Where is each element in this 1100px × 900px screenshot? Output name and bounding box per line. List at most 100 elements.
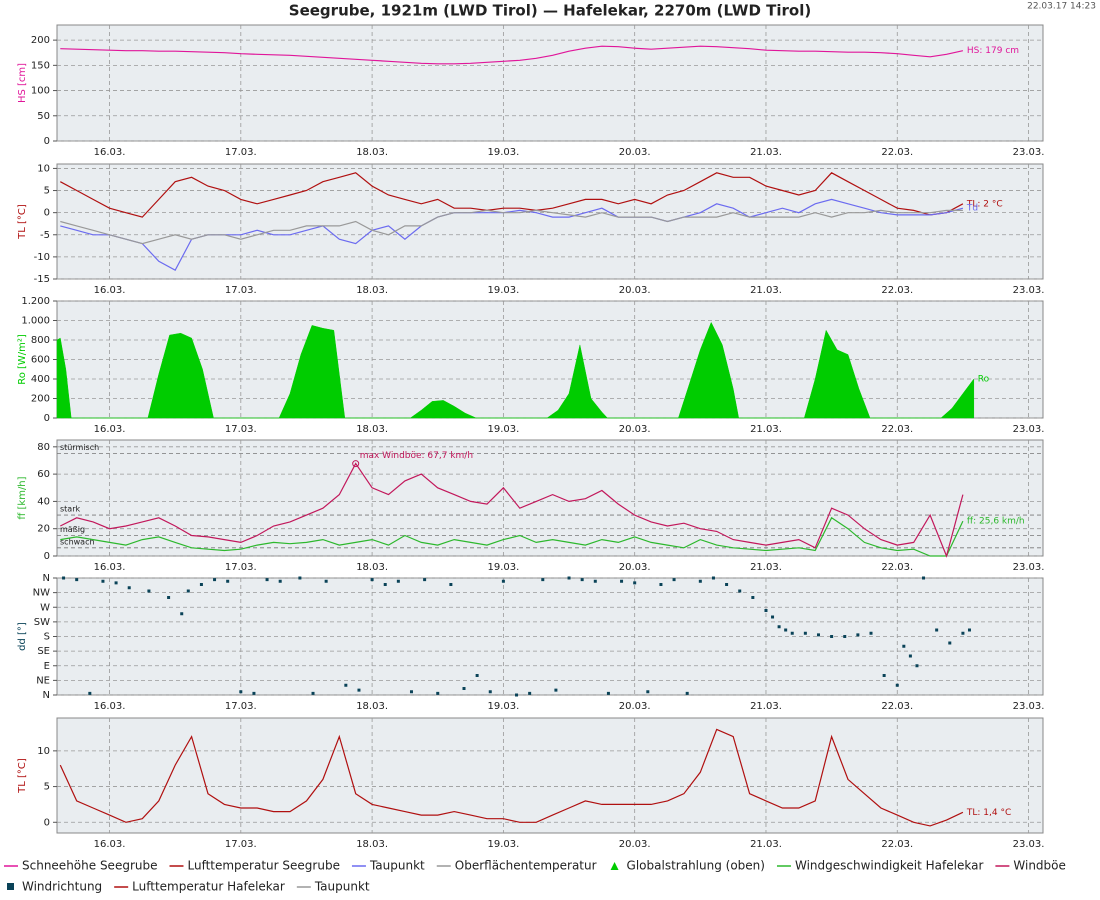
x-tick-label: 19.03. bbox=[487, 285, 519, 296]
y-tick-label: -10 bbox=[34, 252, 50, 263]
y-tick-label: W bbox=[40, 602, 50, 613]
direction-point bbox=[895, 683, 899, 687]
x-tick-label: 18.03. bbox=[356, 424, 388, 435]
x-tick-label: 18.03. bbox=[356, 839, 388, 850]
direction-point bbox=[948, 641, 952, 645]
direction-point bbox=[488, 690, 492, 694]
direction-point bbox=[423, 578, 427, 582]
x-tick-label: 23.03. bbox=[1013, 147, 1045, 158]
plot-background bbox=[56, 163, 1044, 280]
y-tick-label: SE bbox=[37, 646, 50, 657]
direction-point bbox=[659, 583, 663, 586]
y-tick-label: 50 bbox=[37, 111, 50, 122]
direction-point bbox=[147, 589, 151, 593]
direction-point bbox=[843, 635, 847, 638]
line bbox=[60, 45, 964, 65]
legend-label: Taupunkt bbox=[314, 880, 370, 894]
legend-item: Windgeschwindigkeit Hafelekar bbox=[776, 859, 983, 873]
y-tick-label: 40 bbox=[37, 496, 50, 507]
legend-label: Lufttemperatur Hafelekar bbox=[132, 880, 285, 894]
plot-background bbox=[56, 439, 1044, 557]
direction-point bbox=[915, 664, 919, 668]
plot-background bbox=[56, 24, 1044, 142]
end-label: ff: 25,6 km/h bbox=[967, 517, 1025, 527]
y-tick-label: 10 bbox=[37, 746, 50, 757]
direction-point bbox=[830, 635, 834, 638]
y-tick-label: E bbox=[44, 661, 50, 672]
direction-point bbox=[449, 583, 453, 586]
direction-point bbox=[409, 690, 413, 694]
y-tick-label: 0 bbox=[44, 136, 50, 147]
area bbox=[56, 321, 975, 419]
y-tick-label: 800 bbox=[31, 335, 50, 346]
legend-item: Windböe bbox=[995, 859, 1066, 873]
y-tick-label: SW bbox=[34, 617, 50, 628]
x-tick-label: 18.03. bbox=[356, 562, 388, 573]
y-tick-label: 80 bbox=[37, 442, 50, 453]
x-tick-label: 19.03. bbox=[487, 147, 519, 158]
x-tick-label: 22.03. bbox=[881, 562, 913, 573]
y-tick-label: 1.200 bbox=[21, 296, 50, 307]
end-label: TL: 2 °C bbox=[966, 199, 1003, 209]
direction-point bbox=[396, 579, 400, 583]
direction-point bbox=[528, 691, 532, 695]
direction-point bbox=[567, 576, 571, 580]
legend-label: Windgeschwindigkeit Hafelekar bbox=[795, 859, 983, 873]
y-tick-label: 10 bbox=[37, 163, 50, 174]
direction-point bbox=[882, 674, 886, 677]
y-tick-label: 0 bbox=[44, 208, 50, 219]
legend-marker bbox=[610, 862, 619, 870]
direction-point bbox=[771, 615, 775, 619]
legend-item: Taupunkt bbox=[351, 859, 425, 873]
direction-point bbox=[777, 625, 781, 629]
y-axis-label: TL [°C] bbox=[17, 204, 28, 240]
y-tick-label: N bbox=[43, 573, 50, 584]
direction-point bbox=[101, 579, 105, 583]
y-axis-label: TL [°C] bbox=[17, 758, 28, 794]
y-axis-label: ff [km/h] bbox=[17, 476, 28, 519]
legend-label: Globalstrahlung (oben) bbox=[627, 859, 765, 873]
x-tick-label: 18.03. bbox=[356, 701, 388, 712]
direction-point bbox=[633, 581, 637, 585]
max-marker bbox=[352, 460, 360, 468]
legend-label: Windböe bbox=[1013, 859, 1066, 873]
x-tick-label: 16.03. bbox=[94, 701, 126, 712]
direction-point bbox=[961, 631, 965, 635]
direction-point bbox=[186, 589, 190, 593]
x-tick-label: 21.03. bbox=[750, 839, 782, 850]
direction-point bbox=[436, 691, 440, 695]
y-tick-label: 400 bbox=[31, 374, 50, 385]
x-tick-label: 17.03. bbox=[225, 424, 257, 435]
legend-item: Oberflächentemperatur bbox=[436, 859, 597, 873]
direction-point bbox=[199, 583, 203, 586]
y-axis-label: Ro [W/m²] bbox=[17, 334, 28, 385]
x-tick-label: 19.03. bbox=[487, 424, 519, 435]
x-tick-label: 19.03. bbox=[487, 839, 519, 850]
direction-point bbox=[501, 579, 505, 583]
direction-point bbox=[298, 576, 302, 580]
end-label: Ro bbox=[978, 375, 990, 385]
x-tick-label: 21.03. bbox=[750, 701, 782, 712]
y-tick-label: 150 bbox=[31, 60, 50, 71]
line bbox=[59, 728, 964, 827]
direction-point bbox=[475, 674, 479, 677]
direction-point bbox=[685, 691, 689, 695]
legend-item: Globalstrahlung (oben) bbox=[610, 859, 765, 873]
direction-point bbox=[580, 578, 584, 582]
direction-point bbox=[698, 579, 702, 583]
x-tick-label: 23.03. bbox=[1013, 285, 1045, 296]
x-tick-label: 18.03. bbox=[356, 285, 388, 296]
direction-point bbox=[62, 576, 66, 580]
legend-label: Windrichtung bbox=[22, 880, 102, 894]
x-tick-label: 17.03. bbox=[225, 147, 257, 158]
legend-item: Taupunkt bbox=[296, 880, 370, 894]
reference-label: mäßig bbox=[60, 525, 85, 534]
x-tick-label: 21.03. bbox=[750, 562, 782, 573]
y-tick-label: 200 bbox=[31, 35, 50, 46]
direction-point bbox=[784, 628, 788, 632]
max-label: max Windböe: 67,7 km/h bbox=[360, 451, 473, 461]
x-tick-label: 19.03. bbox=[487, 701, 519, 712]
x-tick-label: 16.03. bbox=[94, 562, 126, 573]
direction-point bbox=[922, 576, 926, 580]
y-tick-label: 200 bbox=[31, 394, 50, 405]
